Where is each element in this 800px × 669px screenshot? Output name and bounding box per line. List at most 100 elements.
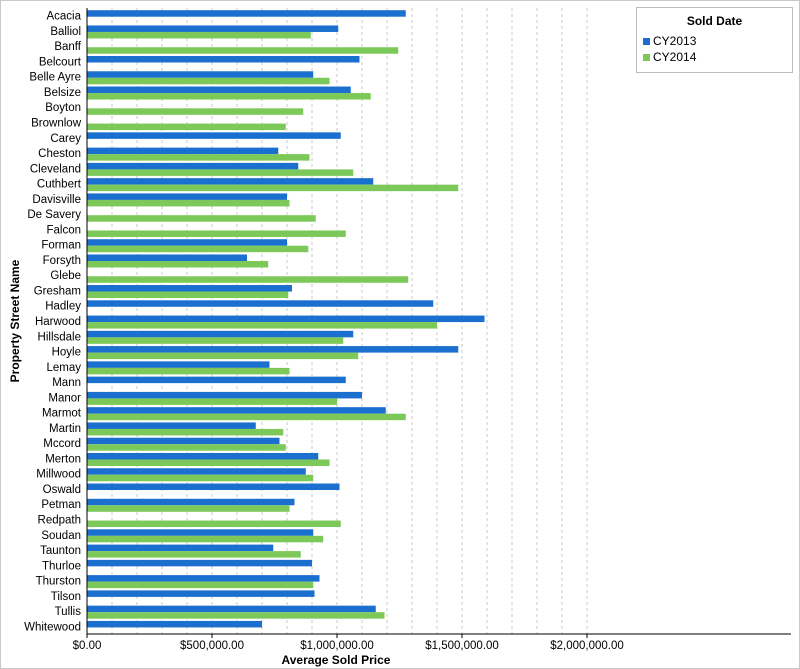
bar-cy2014-mccord xyxy=(87,444,286,451)
category-label: Oswald xyxy=(43,484,81,496)
category-label: Forman xyxy=(41,240,81,252)
bar-cy2013-cheston xyxy=(87,147,279,155)
category-label: Brownlow xyxy=(31,118,82,130)
bar-cy2014-cuthbert xyxy=(87,184,459,192)
bar-cy2014-hoyle xyxy=(87,352,359,360)
category-label: Gresham xyxy=(34,285,81,297)
bar-cy2013-whitewood xyxy=(87,620,262,628)
bar-cy2013-marmot xyxy=(87,407,386,414)
category-label: Lemay xyxy=(46,362,81,374)
category-label: Tilson xyxy=(51,591,81,603)
category-label: Banff xyxy=(54,41,81,53)
category-label: Marmot xyxy=(42,408,82,420)
legend-label-cy2014: CY2014 xyxy=(653,50,697,64)
bar-cy2013-forsyth xyxy=(87,254,247,261)
y-axis-title: Property Street Name xyxy=(8,259,22,382)
bar-cy2013-mccord xyxy=(87,437,280,445)
bar-cy2014-redpath xyxy=(87,520,341,528)
legend: Sold Date CY2013 CY2014 xyxy=(636,7,793,73)
category-label: Falcon xyxy=(46,224,81,236)
bar-cy2013-hoyle xyxy=(87,346,459,353)
bar-cy2013-millwood xyxy=(87,468,306,475)
bar-cy2014-thurston xyxy=(87,581,314,589)
bar-cy2013-davisville xyxy=(87,193,287,200)
category-label: Cheston xyxy=(38,148,81,160)
category-label: Redpath xyxy=(38,514,81,526)
bar-cy2014-lemay xyxy=(87,367,290,375)
bar-cy2014-forman xyxy=(87,245,309,253)
legend-title: Sold Date xyxy=(686,14,743,28)
legend-item-cy2013: CY2013 xyxy=(643,34,696,48)
bar-cy2013-belle-ayre xyxy=(87,71,314,78)
bar-cy2013-tilson xyxy=(87,590,315,597)
bar-cy2014-boyton xyxy=(87,108,304,115)
category-label: Merton xyxy=(45,453,81,465)
bar-cy2014-soudan xyxy=(87,535,324,543)
category-label: Whitewood xyxy=(24,621,81,633)
bar-cy2013-hillsdale xyxy=(87,330,354,338)
bar-cy2013-manor xyxy=(87,391,362,399)
bar-cy2014-de-savery xyxy=(87,215,316,222)
bar-cy2013-acacia xyxy=(87,10,406,17)
category-label: Hillsdale xyxy=(38,331,81,343)
bar-cy2013-oswald xyxy=(87,483,340,491)
bar-cy2014-balliol xyxy=(87,31,311,39)
category-label: Carey xyxy=(50,133,81,145)
bar-cy2013-thurston xyxy=(87,575,320,582)
category-label: Thurston xyxy=(36,576,81,588)
bar-cy2014-falcon xyxy=(87,230,346,237)
category-label: Cleveland xyxy=(30,163,81,175)
legend-label-cy2013: CY2013 xyxy=(653,34,697,48)
bar-cy2014-merton xyxy=(87,459,330,466)
x-tick-label: $1,500,000.00 xyxy=(425,640,499,652)
bar-cy2014-martin xyxy=(87,428,284,436)
bar-cy2013-cleveland xyxy=(87,162,299,170)
category-label: Soudan xyxy=(41,530,81,542)
bar-cy2013-gresham xyxy=(87,285,292,292)
category-label: Belle Ayre xyxy=(29,72,81,84)
x-tick-label: $500,000.00 xyxy=(180,640,244,652)
category-label: Cuthbert xyxy=(37,179,82,191)
bar-cy2013-forman xyxy=(87,239,287,246)
x-tick-label: $0.00 xyxy=(73,640,102,652)
bar-cy2014-cleveland xyxy=(87,169,354,176)
category-label: Boyton xyxy=(45,102,81,114)
category-label: Martin xyxy=(49,423,81,435)
bar-cy2013-belsize xyxy=(87,86,351,94)
category-label: Mccord xyxy=(43,438,81,450)
category-label: Hadley xyxy=(45,301,81,313)
category-label: Balliol xyxy=(50,26,81,38)
bar-cy2013-belcourt xyxy=(87,56,360,63)
bar-cy2014-brownlow xyxy=(87,123,286,131)
bar-cy2013-balliol xyxy=(87,25,339,32)
legend-item-cy2014: CY2014 xyxy=(643,50,696,64)
x-tick-label: $1,000,000.00 xyxy=(300,640,374,652)
category-label: De Savery xyxy=(27,209,81,221)
bar-cy2013-hadley xyxy=(87,300,434,307)
category-label: Belcourt xyxy=(39,56,82,68)
category-label: Thurloe xyxy=(42,560,81,572)
category-label: Tullis xyxy=(55,606,82,618)
bar-cy2014-glebe xyxy=(87,276,409,283)
bar-cy2013-carey xyxy=(87,132,341,139)
category-label: Manor xyxy=(48,392,81,404)
legend-swatch-cy2014 xyxy=(643,53,650,61)
category-label: Forsyth xyxy=(43,255,81,267)
bar-cy2014-hillsdale xyxy=(87,337,344,344)
bar-cy2014-belsize xyxy=(87,93,371,100)
category-label: Hoyle xyxy=(52,347,81,359)
bar-cy2013-cuthbert xyxy=(87,178,374,185)
bar-cy2013-tullis xyxy=(87,605,376,613)
bar-cy2013-thurloe xyxy=(87,559,312,567)
bar-cy2013-merton xyxy=(87,452,319,460)
x-axis-title: Average Sold Price xyxy=(282,653,391,667)
category-label: Belsize xyxy=(44,87,81,99)
bar-cy2014-taunton xyxy=(87,551,301,558)
bar-cy2014-marmot xyxy=(87,413,406,421)
bar-cy2014-petman xyxy=(87,505,290,512)
bar-cy2013-lemay xyxy=(87,361,270,368)
bar-cy2013-mann xyxy=(87,376,346,384)
bar-cy2014-forsyth xyxy=(87,260,269,268)
